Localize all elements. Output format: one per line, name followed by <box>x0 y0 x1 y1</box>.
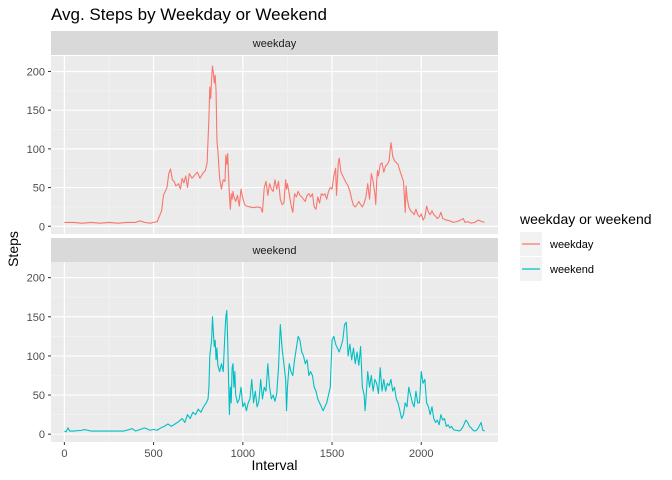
y-tick-label: 200 <box>27 273 45 285</box>
strip-weekend-label: weekend <box>251 245 296 257</box>
y-tick-label: 150 <box>27 105 45 117</box>
y-tick-label: 50 <box>33 183 45 195</box>
panel-weekday-grid <box>51 56 498 234</box>
x-tick-label: 2000 <box>409 448 433 460</box>
x-axis: 0 500 1000 1500 2000 <box>61 442 434 460</box>
y-tick-label: 0 <box>39 221 45 233</box>
series-line-weekday <box>64 65 485 224</box>
legend-label-weekend: weekend <box>549 264 594 276</box>
legend: weekday or weekend weekday weekend <box>519 211 652 281</box>
y-tick-label: 100 <box>27 351 45 363</box>
strip-weekday-bg <box>51 31 498 55</box>
x-tick-label: 500 <box>144 448 162 460</box>
y-tick-label: 150 <box>27 312 45 324</box>
legend-label-weekday: weekday <box>549 239 594 251</box>
panel-weekday-series <box>64 65 485 224</box>
x-axis-title: Interval <box>252 457 298 473</box>
x-tick-label: 1000 <box>231 448 255 460</box>
y-tick-label: 0 <box>39 429 45 441</box>
strip-weekday-label: weekday <box>252 38 297 50</box>
legend-title: weekday or weekend <box>519 211 652 227</box>
x-tick-label: 1500 <box>320 448 344 460</box>
y-tick-label: 100 <box>27 144 45 156</box>
strip-weekend-bg <box>51 238 498 262</box>
panel-weekend-series <box>64 309 485 433</box>
y-axis-weekday: 0 50 100 150 200 <box>27 66 51 233</box>
panel-weekend-grid <box>51 262 498 442</box>
chart-title: Avg. Steps by Weekday or Weekend <box>51 5 327 24</box>
legend-keys: weekday weekend <box>520 232 594 281</box>
series-line-weekend <box>64 309 485 433</box>
panel-weekend-background <box>51 262 498 442</box>
y-tick-label: 50 <box>33 390 45 402</box>
y-axis-title: Steps <box>5 231 21 267</box>
y-axis-weekend: 0 50 100 150 200 <box>27 273 51 441</box>
x-tick-label: 0 <box>61 448 67 460</box>
y-tick-label: 200 <box>27 66 45 78</box>
panel-weekday-background <box>51 56 498 234</box>
